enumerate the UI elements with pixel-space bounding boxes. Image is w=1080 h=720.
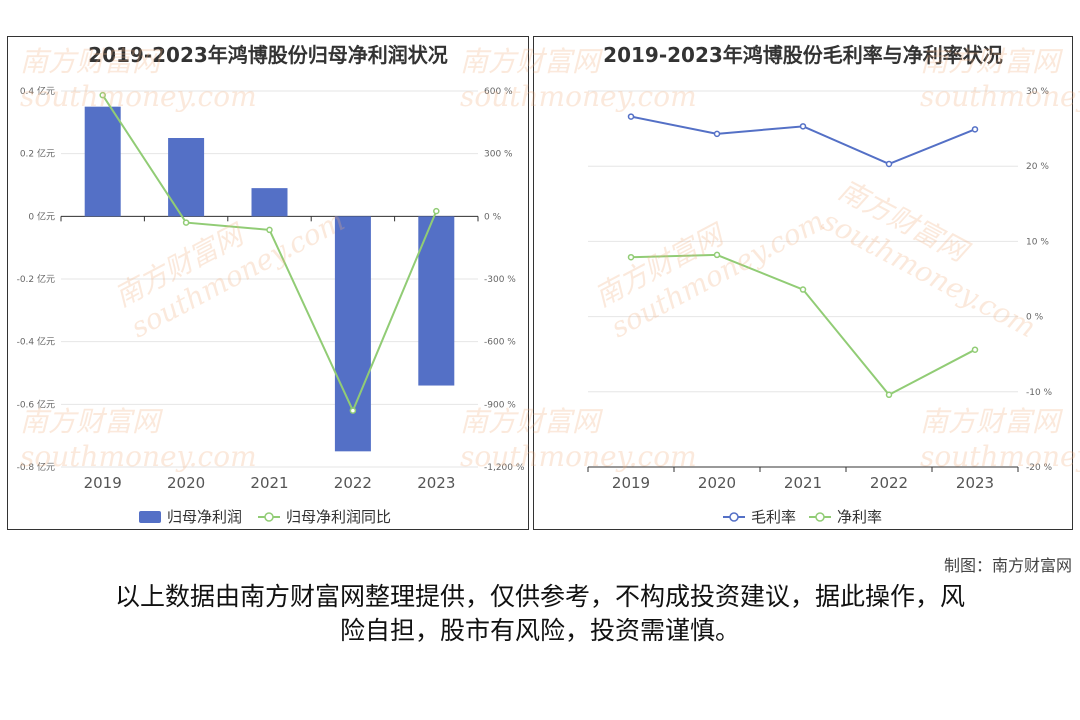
right-tick-label: -900 %: [484, 400, 516, 410]
bar: [418, 216, 455, 386]
yoy-point: [182, 219, 190, 226]
right-tick-label: -10 %: [1026, 388, 1053, 398]
margin-chart: 30 % 20 % 10 % 0 % -10 % -20 % 2019 2020 2021 202…: [587, 87, 1053, 526]
x-tick-label: 2020: [167, 474, 205, 492]
right-tick-label: -1,200 %: [484, 463, 525, 473]
legend-line-marker: [264, 512, 274, 522]
net-margin-point: [799, 286, 807, 293]
left-tick-label: -0.8 亿元: [17, 461, 55, 473]
x-tick-label: 2020: [698, 474, 736, 492]
margin-chart-title: 2019-2023年鸿博股份毛利率与净利率状况: [603, 43, 1003, 67]
yoy-line: [101, 94, 438, 414]
right-tick-label: 0 %: [484, 212, 502, 222]
x-tick-label: 2023: [417, 474, 455, 492]
right-tick-label: -20 %: [1026, 463, 1053, 473]
right-tick-label: 0 %: [1026, 313, 1044, 323]
chart-credit: 制图：南方财富网: [943, 556, 1072, 575]
disclaimer-line-1: 以上数据由南方财富网整理提供，仅供参考，不构成投资建议，据此操作，风: [114, 582, 965, 611]
x-tick-label: 2021: [784, 474, 822, 492]
margin-chart-panel: 30 % 20 % 10 % 0 % -10 % -20 % 2019 2020 2021 202…: [533, 36, 1073, 530]
right-tick-label: -600 %: [484, 338, 516, 348]
x-tick-label: 2023: [956, 474, 994, 492]
right-tick-label: -300 %: [484, 275, 516, 285]
net-margin-line: [630, 253, 976, 397]
legend-net-marker: [815, 512, 825, 522]
x-tick-label: 2021: [250, 474, 288, 492]
profit-chart: 0.4 亿元 0.2 亿元 0 亿元 -0.2 亿元 -0.4 亿元 -0.6 亿元 -0.…: [17, 85, 525, 526]
disclaimer-line-2: 险自担，股市有风险，投资需谨慎。: [339, 616, 740, 645]
legend-gross-marker: [729, 512, 739, 522]
right-tick-label: 10 %: [1026, 237, 1049, 247]
bar: [251, 188, 288, 217]
profit-chart-title: 2019-2023年鸿博股份归母净利润状况: [88, 43, 448, 67]
left-tick-label: -0.2 亿元: [17, 273, 55, 285]
yoy-point: [266, 226, 273, 234]
bar: [84, 106, 121, 217]
net-margin-point: [885, 391, 893, 399]
right-tick-label: 30 %: [1026, 87, 1049, 97]
left-tick-label: 0.4 亿元: [20, 85, 55, 97]
gross-margin-point: [627, 113, 635, 120]
gross-margin-point: [799, 123, 807, 130]
x-tick-label: 2022: [334, 474, 372, 492]
net-margin-point: [971, 346, 979, 353]
bar: [334, 216, 371, 452]
x-tick-label: 2019: [612, 474, 650, 492]
legend-bar-swatch: [139, 511, 161, 523]
left-tick-label: 0 亿元: [28, 210, 55, 222]
left-tick-label: -0.4 亿元: [17, 336, 55, 348]
right-tick-label: 300 %: [484, 150, 513, 160]
legend-line-label: 归母净利润同比: [286, 508, 391, 526]
right-tick-label: 20 %: [1026, 162, 1049, 172]
right-tick-label: 600 %: [484, 87, 513, 97]
gross-margin-point: [713, 130, 721, 138]
yoy-point: [99, 91, 106, 99]
left-tick-label: 0.2 亿元: [20, 148, 55, 160]
yoy-point: [433, 207, 440, 215]
net-margin-point: [627, 253, 635, 261]
yoy-point: [349, 407, 357, 414]
gross-margin-point: [885, 160, 893, 168]
x-tick-label: 2019: [84, 474, 122, 492]
disclaimer-text: 以上数据由南方财富网整理提供，仅供参考，不构成投资建议，据此操作，风 险自担，股…: [60, 580, 1020, 648]
left-tick-label: -0.6 亿元: [17, 398, 55, 410]
net-margin-point: [713, 251, 721, 259]
legend-bar-label: 归母净利润: [167, 508, 242, 526]
x-tick-label: 2022: [870, 474, 908, 492]
legend-net-label: 净利率: [837, 508, 882, 526]
legend-gross-label: 毛利率: [751, 508, 796, 526]
gross-margin-point: [971, 126, 979, 133]
profit-chart-panel: 0.4 亿元 0.2 亿元 0 亿元 -0.2 亿元 -0.4 亿元 -0.6 亿元 -0.…: [7, 36, 529, 530]
